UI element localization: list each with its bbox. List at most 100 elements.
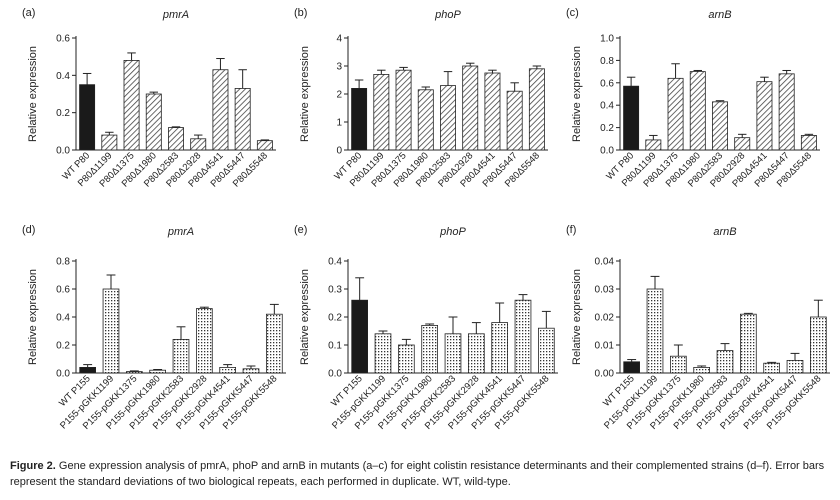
bar [145,93,162,151]
bar [506,90,523,151]
bar [397,344,415,374]
bar [514,299,532,374]
y-tick-label: 0.04 [595,257,615,268]
bar [373,74,390,151]
bar [212,69,229,151]
bar [172,338,190,374]
bar [623,361,641,374]
bar [712,101,728,151]
bar [265,313,283,374]
y-axis-label: Relative expression [299,269,311,365]
y-tick-label: 0.02 [595,313,615,324]
caption-label: Figure 2. [10,460,56,472]
y-tick-label: 0.0 [56,146,70,157]
y-tick-label: 2 [336,90,342,101]
y-tick-label: 0.3 [328,285,342,296]
bar [528,68,545,151]
y-tick-label: 0.8 [600,56,614,67]
y-tick-label: 0.6 [56,34,70,45]
bar [168,127,184,151]
bar [645,139,662,151]
panel-label: (c) [566,7,579,19]
panel-f: (f) arnB Relative expression 0.00 0.01 0.02 0.… [566,224,830,432]
chart-title: arnB [713,226,736,238]
bar [374,333,392,374]
panel-label: (e) [294,224,307,236]
bar [79,84,96,151]
y-tick-label: 3 [336,62,342,73]
bar [667,77,684,151]
y-tick-label: 0.4 [56,313,70,324]
bar [734,137,751,151]
y-tick-label: 0.6 [56,285,70,296]
y-tick-label: 0.2 [56,341,70,352]
bar [623,85,640,151]
bar [395,69,412,151]
chart-title: phoP [434,9,461,21]
bar [195,308,213,374]
bar [810,316,827,374]
bar [190,138,207,151]
bar [417,89,434,151]
y-axis-label: Relative expression [299,46,311,142]
bar [467,333,485,374]
chart-title: phoP [439,226,466,238]
bar [740,313,757,374]
bar [670,355,687,374]
y-tick-label: 0.0 [328,369,342,380]
bar [763,362,781,374]
bar [800,135,817,151]
bar [234,88,251,151]
bar [756,81,773,151]
y-tick-label: 0.4 [600,101,614,112]
bar [716,350,734,374]
panel-label: (d) [22,224,35,236]
y-tick-label: 0.03 [595,285,615,296]
y-tick-label: 0.4 [56,71,70,82]
chart-title: pmrA [162,9,189,21]
y-tick-label: 0.2 [56,108,70,119]
bar [778,73,795,151]
bar [101,134,118,151]
bar [123,60,140,151]
bar [646,288,664,374]
bar [351,299,369,374]
bar [256,140,273,151]
panel-d: (d) pmrA Relative expression 0.0 0.2 0.4 0.6 0.… [22,224,286,432]
panel-e: (e) phoP Relative expression 0.0 0.1 0.2 0.3 0.… [294,224,558,432]
figure-caption: Figure 2. Gene expression analysis of pm… [10,458,832,490]
y-tick-label: 0.01 [595,341,615,352]
bar [444,333,462,374]
caption-text: Gene expression analysis of pmrA, phoP a… [10,460,825,488]
y-tick-label: 0.00 [595,369,615,380]
bar [102,288,120,374]
bar [149,369,167,374]
bar [351,88,368,151]
panel-c: (c) arnB Relative expression 0.0 0.2 0.4 0.6 0.… [566,7,820,190]
y-tick-label: 0.4 [328,257,342,268]
y-tick-label: 0.0 [600,146,614,157]
panel-label: (f) [566,224,576,236]
panel-label: (b) [294,7,307,19]
y-tick-label: 0.2 [600,123,614,134]
panel-label: (a) [22,7,35,19]
bar [491,322,509,374]
chart-title: arnB [708,9,731,21]
y-tick-label: 1.0 [600,34,614,45]
y-tick-label: 0.0 [56,369,70,380]
y-tick-label: 1 [336,118,342,129]
y-tick-label: 4 [336,34,342,45]
bar [786,359,804,374]
bar [421,324,439,374]
bar [440,85,456,151]
bar [126,371,143,374]
bar [242,368,260,374]
y-axis-label: Relative expression [571,46,583,142]
y-axis-label: Relative expression [27,46,39,142]
y-axis-label: Relative expression [27,269,39,365]
bar [219,366,237,374]
